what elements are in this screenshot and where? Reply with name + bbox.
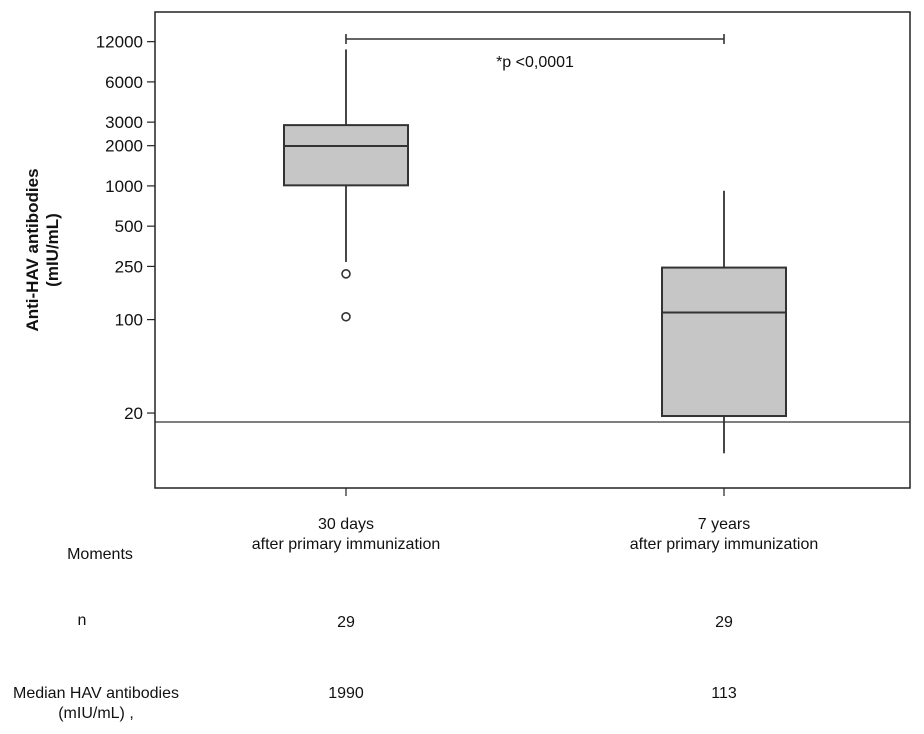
y-axis: 20 100 250 500 1000 2000 3000 6000 12000	[96, 33, 155, 423]
y-tick-label-500: 500	[115, 217, 143, 236]
y-tick-label-2000: 2000	[105, 137, 143, 156]
y-tick-label-12000: 12000	[96, 33, 143, 52]
category-1-line2: after primary immunization	[251, 536, 441, 553]
n-value-1: 29	[337, 614, 355, 631]
median-value-1: 1990	[328, 685, 364, 702]
y-tick-label-6000: 6000	[105, 73, 143, 92]
category-2-line1: 7 years	[697, 516, 751, 533]
box-1-outlier-2	[341, 311, 351, 322]
category-label-1: 30 days after primary immunization	[206, 515, 486, 555]
box-2-iqr	[661, 266, 787, 418]
significance-label: *p <0,0001	[496, 54, 574, 71]
n-value-2: 29	[715, 614, 733, 631]
category-2-line2: after primary immunization	[629, 536, 819, 553]
median-label: Median HAV antibodies (mIU/mL) ,	[0, 684, 192, 724]
box-1-outlier-1	[341, 269, 351, 279]
category-label-2: 7 years after primary immunization	[584, 515, 864, 555]
y-tick-label-100: 100	[115, 311, 143, 330]
y-tick-label-3000: 3000	[105, 113, 143, 132]
x-ticks	[345, 488, 725, 496]
y-tick-label-1000: 1000	[105, 177, 143, 196]
significance-bracket: *p <0,0001	[345, 34, 725, 71]
box-1-iqr	[283, 124, 409, 187]
y-tick-label-250: 250	[115, 257, 143, 276]
median-label-line1: Median HAV antibodies	[12, 685, 180, 702]
plot-frame	[154, 11, 911, 489]
y-axis-unit: (mIU/mL)	[43, 213, 62, 287]
boxes	[283, 49, 787, 454]
category-1-line1: 30 days	[317, 516, 375, 533]
moments-label: Moments	[67, 546, 133, 563]
n-label: n	[77, 612, 87, 629]
median-value-2: 113	[711, 685, 737, 702]
y-tick-label-20: 20	[124, 404, 143, 423]
y-axis-label: Anti-HAV antibodies	[23, 168, 42, 331]
median-label-line2: (mIU/mL) ,	[58, 705, 134, 722]
